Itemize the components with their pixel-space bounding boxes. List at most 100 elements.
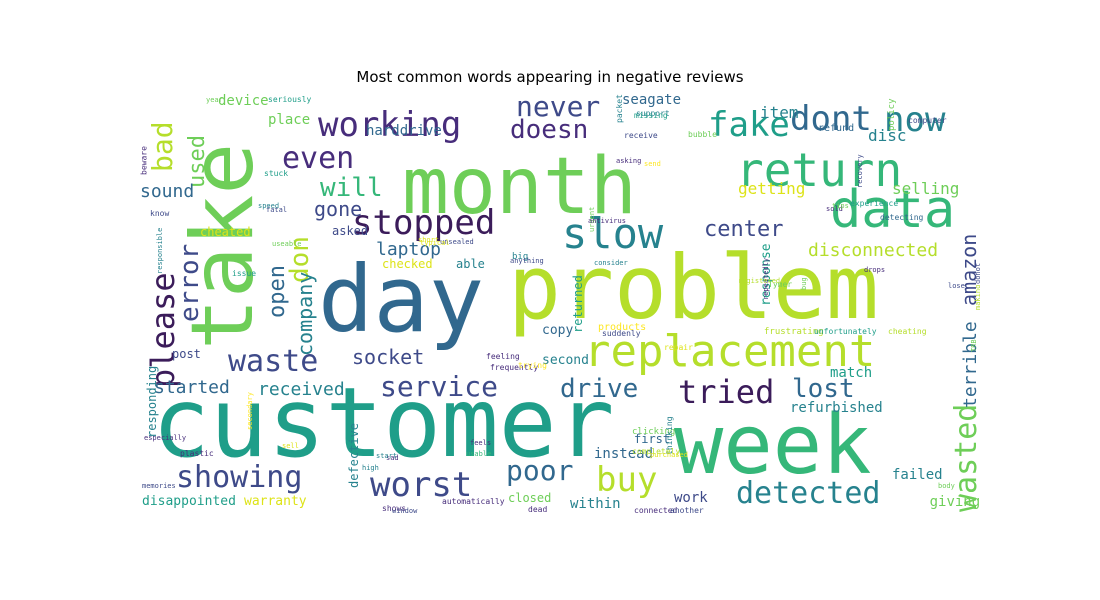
word-unsealed: unsealed [440, 238, 474, 246]
word-now: now [884, 100, 946, 140]
word-packet: packet [615, 94, 624, 123]
word-fake: fake [708, 105, 790, 145]
word-dead: dead [528, 505, 547, 513]
word-replacement: replacement [584, 326, 875, 377]
word-feeling: feeling [486, 352, 520, 361]
word-recovery: recovery [856, 154, 864, 188]
word-asked: asked [332, 224, 368, 238]
word-month: month [402, 142, 637, 232]
word-responding: responding [145, 366, 159, 438]
word-unfortunately: unfortunately [814, 327, 877, 336]
word-drive: drive [560, 374, 638, 404]
word-frequently: frequently [490, 363, 538, 372]
word-trb: TRB [970, 339, 978, 352]
word-stuck: stuck [264, 169, 288, 178]
word-working: working [318, 105, 461, 145]
word-purchased: purchased [650, 451, 688, 459]
word-useable: useable [272, 240, 302, 248]
word-within: within [570, 496, 621, 512]
word-detected: detected [736, 476, 881, 511]
word-instead: instead [594, 446, 653, 462]
word-tried: tried [678, 373, 774, 411]
word-wasted: wasted [949, 404, 980, 512]
word-problem: problem [508, 236, 879, 339]
word-detecting: detecting [880, 213, 924, 222]
word-seriously: seriously [268, 95, 312, 104]
word-data: data [830, 180, 955, 240]
word-stopped: stopped [352, 203, 495, 243]
word-typical: typical [420, 239, 450, 247]
word-donot: donot [974, 263, 980, 284]
word-able: able [456, 257, 485, 271]
word-return: return [736, 143, 902, 197]
word-policy: policy [887, 98, 897, 131]
word-sold: sold [826, 205, 843, 213]
word-memories: memories [142, 482, 176, 490]
word-match: match [830, 365, 872, 381]
chart-title: Most common words appearing in negative … [356, 68, 744, 86]
word-received: received [258, 379, 345, 400]
word-failed: failed [892, 467, 943, 483]
word-support: support [636, 109, 670, 118]
word-post: post [172, 347, 201, 361]
word-automatically: automatically [442, 497, 505, 506]
word-repeatedly: repeatedly [762, 258, 770, 300]
word-worst: worst [370, 465, 472, 505]
word-slow: slow [562, 209, 664, 258]
word-sound: sound [140, 181, 194, 202]
word-terrible: terrible [960, 321, 980, 408]
word-never: never [516, 90, 600, 123]
word-lose: lose [948, 282, 965, 290]
word-waste: waste [228, 344, 318, 379]
word-missing: missing [634, 111, 668, 120]
word-disconnected: disconnected [808, 240, 938, 261]
word-feels: feels [470, 439, 491, 447]
word-defective: defective [347, 423, 361, 488]
word-receive: receive [624, 131, 658, 140]
word-tymer: Tymer [768, 280, 792, 289]
word-anything: anything [510, 257, 544, 265]
word-computer: computer [908, 116, 947, 125]
word-know: know [150, 209, 169, 218]
word-lost: lost [792, 374, 855, 404]
word-seagate: seagate [622, 92, 681, 108]
word-consider: consider [594, 259, 628, 267]
word-year: year [206, 96, 223, 104]
word-sell: sell [282, 442, 299, 450]
word-window: window [392, 507, 418, 513]
word-big: big [512, 252, 528, 262]
word-experience: experience [850, 199, 898, 208]
word-please: please [144, 272, 182, 388]
word-week: week [674, 398, 871, 493]
word-open: open [265, 265, 290, 318]
word-usable: usable [466, 450, 491, 458]
word-disc: disc [868, 126, 907, 145]
word-fatal: fatal [266, 206, 287, 214]
word-thinking: thinking [665, 416, 674, 455]
word-connected: connected [634, 506, 678, 513]
word-secondary: secondary [246, 392, 254, 430]
word-sad: sad [386, 454, 399, 462]
word-showing: showing [176, 460, 302, 495]
word-work: work [674, 490, 708, 506]
word-repair: repair [664, 343, 693, 352]
word-harddrive: harddrive [366, 123, 442, 139]
word-high: high [362, 464, 379, 472]
word-urgent: urgent [588, 207, 596, 232]
word-started: started [154, 377, 230, 398]
word-making: making [974, 285, 980, 310]
word-laptop: laptop [376, 239, 441, 260]
word-speed: speed [258, 202, 279, 210]
word-bubble: bubble [688, 130, 717, 139]
word-even: even [282, 141, 354, 176]
word-checked: checked [382, 257, 433, 271]
word-asking: asking [616, 157, 641, 165]
word-bad: bad [146, 121, 179, 172]
word-closed: closed [508, 491, 551, 505]
word-device: device [218, 93, 269, 109]
word-suddenly: suddenly [602, 329, 641, 338]
word-refurbished: refurbished [790, 400, 883, 416]
word-beware: beware [140, 146, 148, 175]
word-responsible: responsible [156, 228, 164, 274]
